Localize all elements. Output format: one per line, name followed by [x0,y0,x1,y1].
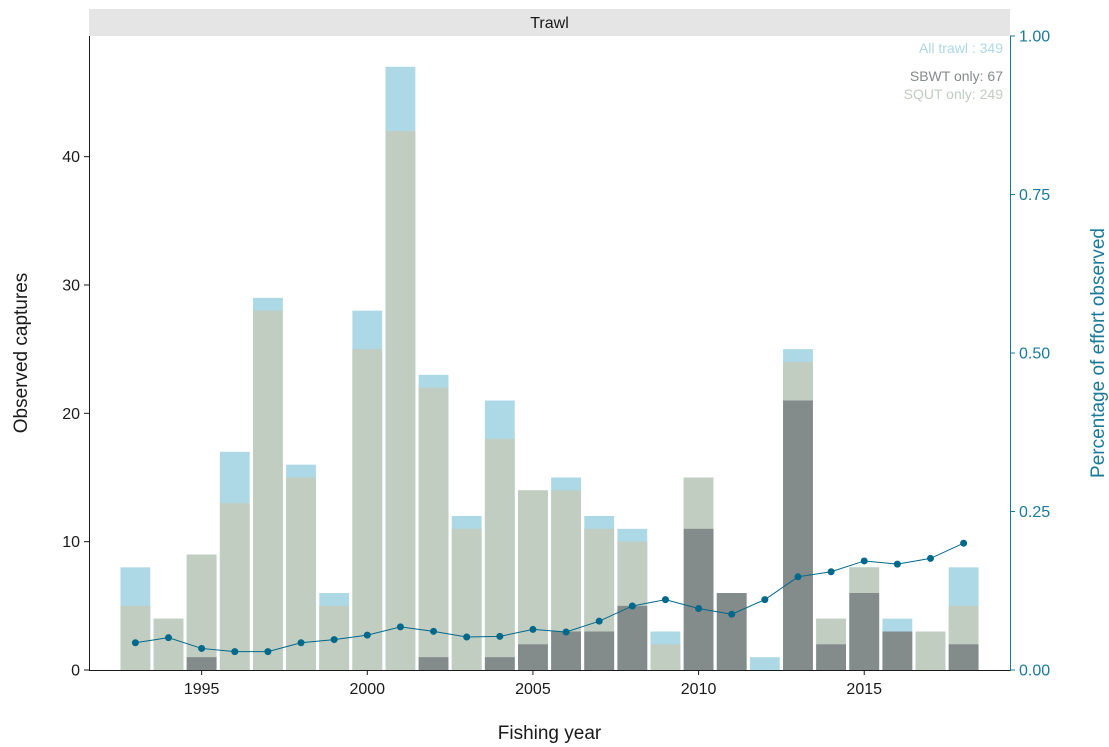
bar-squt-only-2005 [518,490,548,670]
bar-squt-only-2017 [915,631,946,670]
bar-sbwt-only-2002 [418,657,449,670]
effort-point-1997 [264,648,272,656]
y-tick-label: 10 [62,534,80,551]
panel-strip [89,9,1010,36]
effort-point-2017 [926,554,934,562]
bar-squt-only-2004 [484,438,515,670]
bar-squt-only-1995 [186,554,217,670]
y-right-axis-ticks: 0.00 0.25 0.50 0.75 1.00 [1010,29,1050,680]
x-tick-label: 1995 [184,681,220,698]
effort-point-2016 [893,560,901,568]
effort-point-2000 [363,631,371,639]
y-axis-ticks: 0 10 20 30 40 [62,149,89,680]
bar-squt-only-2002 [418,387,449,670]
effort-point-1995 [198,644,206,652]
effort-point-1998 [297,639,305,647]
bar-squt-only-1994 [153,618,184,670]
bar-squt-only-1993 [120,605,151,670]
bar-sbwt-only-1995 [186,657,217,670]
bar-sbwt-only-2006 [551,631,581,670]
bars-sbwt-only [186,400,979,670]
y-right-tick-label: 0.75 [1019,187,1050,204]
effort-point-1994 [165,634,173,642]
effort-point-2005 [529,625,537,633]
y-right-tick-label: 0.25 [1019,504,1050,521]
bar-sbwt-only-2008 [617,605,648,670]
bar-squt-only-1998 [286,477,316,670]
bar-sbwt-only-2004 [484,657,515,670]
bar-sbwt-only-2005 [518,644,548,670]
bar-sbwt-only-2011 [716,593,747,670]
bar-squt-only-2001 [385,130,416,671]
bar-sbwt-only-2010 [683,528,714,670]
bar-squt-only-1997 [252,310,283,670]
y-tick-label: 30 [62,277,80,294]
effort-point-2008 [628,602,636,610]
legend-all-trawl: All trawl : 349 [919,40,1003,56]
effort-point-2006 [562,628,570,636]
effort-point-2012 [761,596,769,604]
effort-point-2009 [661,596,669,604]
legend-sbwt-only: SBWT only: 67 [910,68,1003,84]
bar-sbwt-only-2013 [783,400,813,670]
effort-point-1993 [131,639,139,647]
x-tick-label: 2005 [515,681,551,698]
effort-point-1996 [231,648,239,656]
bar-sbwt-only-2007 [584,631,615,670]
effort-point-2011 [728,610,736,618]
effort-point-2002 [430,627,438,635]
y-right-tick-label: 0.50 [1019,346,1050,363]
effort-point-2018 [960,539,968,547]
bar-sbwt-only-2018 [948,644,979,670]
y-right-axis-title: Percentage of effort observed [1088,228,1109,478]
y-axis-title: Observed captures [11,273,32,434]
effort-point-2015 [860,557,868,565]
effort-point-2004 [496,632,504,640]
effort-point-2007 [595,617,603,625]
bar-squt-only-2000 [352,349,383,670]
bar-sbwt-only-2014 [816,644,847,670]
legend-squt-only: SQUT only: 249 [904,86,1004,102]
y-tick-label: 40 [62,149,80,166]
effort-point-2013 [794,573,802,581]
effort-series [131,539,968,656]
x-tick-label: 2015 [846,681,882,698]
bar-sbwt-only-2015 [849,593,880,670]
bars-squt-only [120,130,979,671]
effort-point-2014 [827,568,835,576]
bar-squt-only-2003 [451,528,482,670]
y-tick-label: 0 [71,663,80,680]
effort-line [135,542,964,653]
x-tick-label: 2000 [349,681,385,698]
effort-point-1999 [330,636,338,644]
bar-squt-only-1996 [219,503,250,670]
effort-point-2001 [396,623,404,631]
y-tick-label: 20 [62,406,80,423]
y-right-tick-label: 0.00 [1019,663,1050,680]
x-tick-label: 2010 [681,681,717,698]
bar-squt-only-2009 [650,644,681,670]
panel-title: Trawl [530,15,569,32]
x-axis-ticks: 1995 2000 2005 2010 2015 [184,670,882,698]
y-right-tick-label: 1.00 [1019,29,1050,46]
effort-point-2010 [695,605,703,612]
bar-all-trawl-2012 [749,657,780,670]
bar-sbwt-only-2016 [882,631,913,670]
x-axis-title: Fishing year [498,723,602,744]
effort-point-2003 [463,633,471,641]
